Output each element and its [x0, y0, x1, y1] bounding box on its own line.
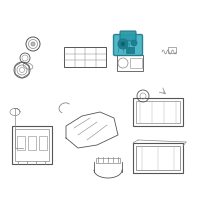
- FancyBboxPatch shape: [114, 34, 142, 55]
- Bar: [96, 158, 120, 162]
- Circle shape: [31, 42, 35, 46]
- Bar: [136, 146, 180, 170]
- Bar: [130, 58, 142, 68]
- Bar: [133, 98, 183, 126]
- Bar: [64, 47, 106, 67]
- Circle shape: [118, 39, 128, 49]
- Circle shape: [131, 40, 137, 46]
- Bar: [17, 136, 25, 150]
- Circle shape: [120, 42, 126, 46]
- Bar: [117, 55, 143, 71]
- Bar: [12, 126, 52, 164]
- Bar: [39, 136, 47, 150]
- Bar: [126, 47, 134, 53]
- Bar: [133, 143, 183, 173]
- FancyBboxPatch shape: [120, 31, 136, 41]
- Bar: [168, 47, 176, 53]
- Bar: [15, 129, 49, 161]
- Bar: [28, 136, 36, 150]
- Bar: [136, 101, 180, 123]
